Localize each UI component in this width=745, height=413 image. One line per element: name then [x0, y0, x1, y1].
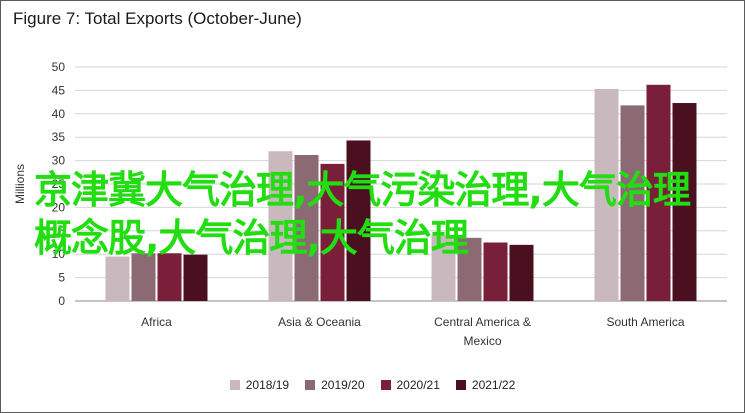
y-tick-label: 10: [52, 247, 66, 261]
bar: [346, 140, 371, 301]
y-tick-label: 40: [52, 107, 66, 121]
legend-label: 2021/22: [471, 378, 516, 392]
bar: [268, 151, 293, 301]
y-tick-label: 15: [52, 224, 66, 238]
bar: [509, 244, 534, 301]
legend-item: 2021/22: [455, 378, 516, 392]
legend-label: 2020/21: [396, 378, 440, 392]
x-tick-label: Mexico: [463, 334, 501, 348]
y-tick-label: 30: [52, 154, 66, 168]
y-axis-label: Millions: [13, 164, 27, 204]
legend-item: 2018/19: [229, 378, 290, 392]
bar: [105, 256, 130, 301]
y-tick-label: 50: [52, 60, 66, 74]
chart-legend: 2018/19 2019/20 2020/21 2021/22: [0, 378, 745, 392]
x-tick-label: Central America &: [434, 315, 531, 329]
legend-swatch: [380, 380, 391, 390]
legend-label: 2018/19: [245, 378, 290, 392]
legend-swatch: [229, 380, 240, 390]
y-tick-label: 25: [52, 177, 66, 191]
y-tick-label: 35: [52, 130, 66, 144]
y-tick-label: 5: [58, 271, 65, 285]
bar: [131, 253, 156, 301]
legend-swatch: [305, 380, 316, 390]
x-tick-label: Asia & Oceania: [278, 315, 361, 329]
bar: [183, 254, 208, 301]
bar: [157, 253, 182, 301]
y-tick-label: 0: [58, 294, 65, 308]
overlay-text: 京津冀大气治理,大气污染治理,大气治理概念股,大气治理,大气治理: [34, 168, 691, 260]
y-tick-label: 20: [52, 200, 66, 214]
legend-item: 2020/21: [380, 378, 440, 392]
bar: [457, 237, 482, 301]
bar: [646, 84, 671, 301]
bar: [594, 88, 619, 301]
bar: [320, 163, 345, 301]
legend-swatch: [455, 380, 466, 390]
x-tick-label: Africa: [141, 315, 172, 329]
legend-item: 2019/20: [305, 378, 365, 392]
y-tick-label: 45: [52, 83, 66, 97]
legend-label: 2019/20: [321, 378, 365, 392]
bar: [431, 235, 456, 301]
bar: [672, 103, 697, 301]
x-tick-label: South America: [606, 315, 684, 329]
chart-title: Figure 7: Total Exports (October-June): [13, 9, 302, 28]
bar: [620, 105, 645, 301]
bar: [294, 154, 319, 301]
bar: [483, 242, 508, 301]
